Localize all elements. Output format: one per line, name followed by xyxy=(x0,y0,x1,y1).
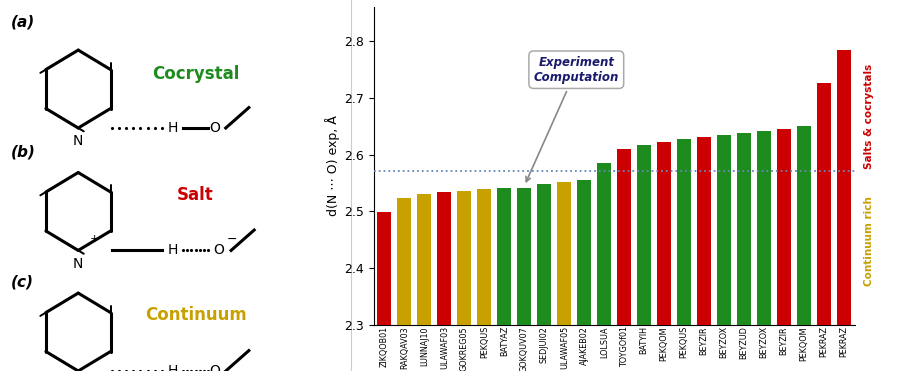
Bar xyxy=(477,189,491,325)
Bar xyxy=(577,180,591,325)
Bar xyxy=(757,131,771,325)
Text: Continuum: Continuum xyxy=(145,306,247,324)
Text: +: + xyxy=(89,234,99,244)
Text: −: − xyxy=(227,233,237,246)
Bar xyxy=(437,192,452,325)
Text: Cocrystal: Cocrystal xyxy=(152,65,239,83)
Bar xyxy=(377,212,392,325)
Text: H: H xyxy=(167,121,177,135)
Text: O: O xyxy=(213,243,224,257)
Bar xyxy=(837,50,851,325)
Text: O: O xyxy=(210,121,220,135)
Text: Salt: Salt xyxy=(177,186,214,204)
Text: N: N xyxy=(73,257,84,271)
Bar xyxy=(817,83,831,325)
Bar xyxy=(557,182,572,325)
Bar xyxy=(737,133,751,325)
Text: Salts & cocrystals: Salts & cocrystals xyxy=(863,64,874,170)
Y-axis label: d(N ⋯ O) exp, Å: d(N ⋯ O) exp, Å xyxy=(325,116,339,216)
Bar xyxy=(398,198,411,325)
Text: (a): (a) xyxy=(11,15,35,30)
Bar xyxy=(717,135,731,325)
Text: Experiment
Computation: Experiment Computation xyxy=(526,56,619,182)
Bar xyxy=(617,149,631,325)
Text: (c): (c) xyxy=(11,275,33,289)
Bar xyxy=(677,139,691,325)
Text: O: O xyxy=(210,364,220,371)
Bar xyxy=(457,191,472,325)
Text: Continuum rich: Continuum rich xyxy=(863,196,874,286)
Bar xyxy=(637,145,652,325)
Text: H: H xyxy=(167,243,177,257)
Bar xyxy=(657,142,671,325)
Bar xyxy=(777,129,791,325)
Text: (b): (b) xyxy=(11,145,35,160)
Bar xyxy=(537,184,552,325)
Bar xyxy=(797,127,811,325)
Bar xyxy=(698,137,711,325)
Bar xyxy=(598,163,611,325)
Bar xyxy=(418,194,431,325)
Text: N: N xyxy=(73,134,84,148)
Bar xyxy=(498,188,511,325)
Text: H: H xyxy=(167,364,177,371)
Bar xyxy=(518,188,531,325)
